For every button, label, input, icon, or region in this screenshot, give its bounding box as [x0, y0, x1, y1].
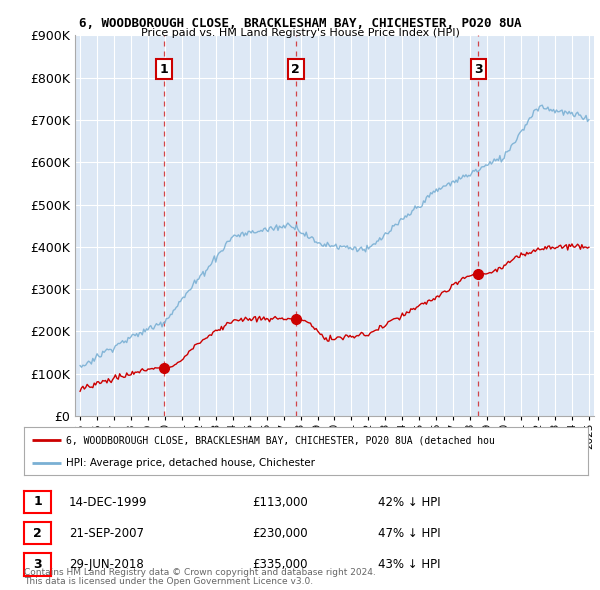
Text: £113,000: £113,000	[252, 496, 308, 509]
Text: This data is licensed under the Open Government Licence v3.0.: This data is licensed under the Open Gov…	[24, 577, 313, 586]
Text: 3: 3	[33, 558, 42, 571]
Text: 47% ↓ HPI: 47% ↓ HPI	[378, 527, 440, 540]
Text: 6, WOODBOROUGH CLOSE, BRACKLESHAM BAY, CHICHESTER, PO20 8UA (detached hou: 6, WOODBOROUGH CLOSE, BRACKLESHAM BAY, C…	[66, 435, 495, 445]
Text: 3: 3	[474, 63, 483, 76]
Text: 6, WOODBOROUGH CLOSE, BRACKLESHAM BAY, CHICHESTER, PO20 8UA: 6, WOODBOROUGH CLOSE, BRACKLESHAM BAY, C…	[79, 17, 521, 30]
Text: 43% ↓ HPI: 43% ↓ HPI	[378, 558, 440, 572]
Text: £335,000: £335,000	[252, 558, 308, 572]
Text: £230,000: £230,000	[252, 527, 308, 540]
Text: 42% ↓ HPI: 42% ↓ HPI	[378, 496, 440, 509]
Text: 21-SEP-2007: 21-SEP-2007	[69, 527, 144, 540]
Text: 1: 1	[33, 495, 42, 509]
Text: 2: 2	[292, 63, 300, 76]
Text: Price paid vs. HM Land Registry's House Price Index (HPI): Price paid vs. HM Land Registry's House …	[140, 28, 460, 38]
Text: 2: 2	[33, 526, 42, 540]
Text: Contains HM Land Registry data © Crown copyright and database right 2024.: Contains HM Land Registry data © Crown c…	[24, 568, 376, 576]
Text: 29-JUN-2018: 29-JUN-2018	[69, 558, 144, 572]
Text: 1: 1	[160, 63, 169, 76]
Text: 14-DEC-1999: 14-DEC-1999	[69, 496, 148, 509]
Text: HPI: Average price, detached house, Chichester: HPI: Average price, detached house, Chic…	[66, 458, 316, 468]
